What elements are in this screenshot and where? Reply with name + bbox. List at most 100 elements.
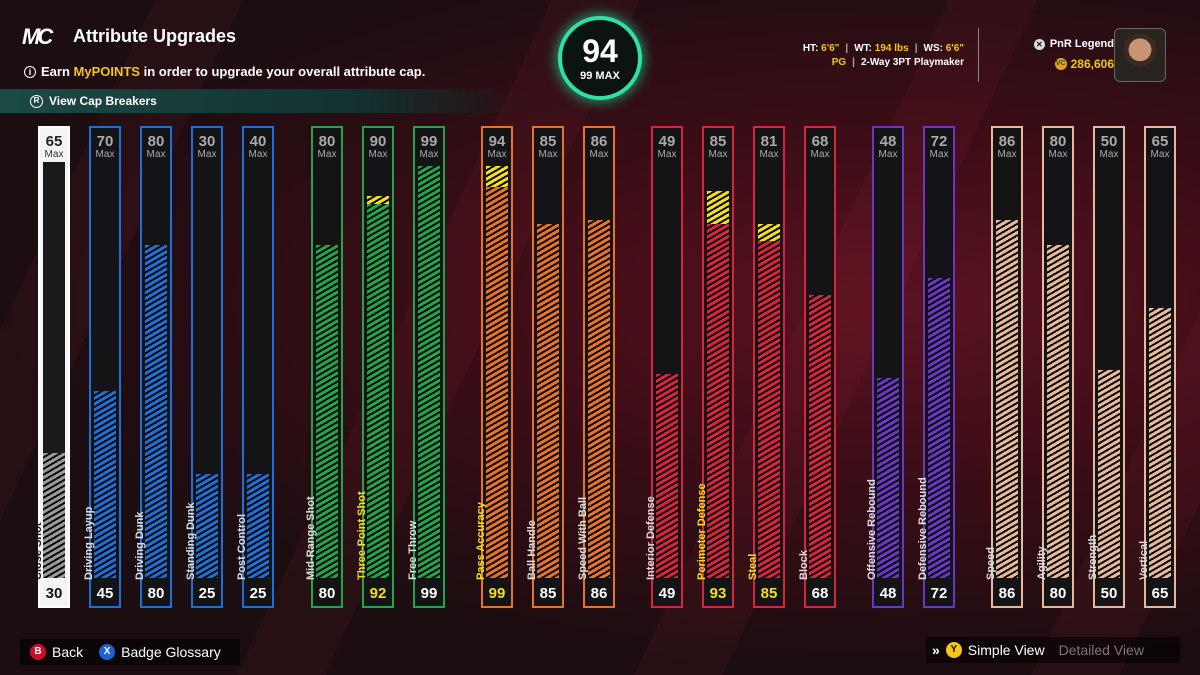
attribute-bar-free-throw[interactable]: 99 Max Free Throw 99 [407, 126, 445, 608]
mypoints-label: MyPOINTS [73, 64, 140, 79]
info-prefix: Earn [41, 64, 74, 79]
attribute-max: 30 Max [197, 133, 217, 160]
player-avatar [1114, 28, 1166, 82]
attribute-current: 99 [420, 585, 438, 602]
double-chevron-icon: » [932, 642, 940, 658]
attribute-max: 40 Max [248, 133, 268, 160]
attribute-fill [996, 220, 1018, 578]
attribute-bar-mid-range-shot[interactable]: 80 Max Mid-Range Shot 80 [305, 126, 343, 608]
attribute-fill [486, 187, 508, 578]
attribute-current: 86 [998, 585, 1016, 602]
attribute-max: 49 Max [657, 133, 677, 160]
ws-value: 6'6" [945, 43, 964, 54]
attribute-fill [928, 278, 950, 578]
attribute-name: Interior Defense [645, 496, 657, 580]
attribute-name: Ball Handle [526, 520, 538, 580]
attribute-name: Defensive Rebound [917, 477, 929, 580]
attribute-fill [1047, 245, 1069, 578]
attribute-name: Speed With Ball [577, 496, 589, 580]
archetype-value: 2-Way 3PT Playmaker [860, 57, 964, 68]
attribute-fill [588, 220, 610, 578]
attribute-name: Speed [985, 546, 997, 580]
attribute-fill [656, 374, 678, 578]
attribute-current: 86 [590, 585, 608, 602]
attribute-current: 85 [760, 585, 778, 602]
attribute-max: 72 Max [929, 133, 949, 160]
attribute-name: Close Shot [32, 522, 44, 580]
attribute-bar-interior-defense[interactable]: 49 Max Interior Defense 49 [645, 126, 683, 608]
attribute-current: 85 [539, 585, 557, 602]
attribute-current: 45 [96, 585, 114, 602]
badge-glossary-button[interactable]: Badge Glossary [121, 644, 221, 660]
attribute-fill [316, 245, 338, 578]
x-button-icon[interactable]: X [99, 644, 116, 660]
attribute-bar-steal[interactable]: 81 Max Steal 85 [747, 126, 785, 608]
attribute-max: 68 Max [810, 133, 830, 160]
attribute-bar-block[interactable]: 68 Max Block 68 [798, 126, 836, 608]
overall-max: 99 MAX [580, 70, 620, 82]
attribute-bar-three-point-shot[interactable]: 90 Max Three-Point Shot 92 [356, 126, 394, 608]
attribute-fill [94, 391, 116, 578]
attribute-bar-post-control[interactable]: 40 Max Post Control 25 [236, 126, 274, 608]
attribute-current: 80 [1049, 585, 1067, 602]
attribute-current: 25 [249, 585, 267, 602]
attribute-bar-driving-layup[interactable]: 70 Max Driving Layup 45 [83, 126, 121, 608]
info-suffix: in order to upgrade your overall attribu… [139, 64, 426, 79]
attribute-bar-pass-accuracy[interactable]: 94 Max Pass Accuracy 99 [475, 126, 513, 608]
attribute-fill [196, 474, 218, 578]
attribute-fill [537, 224, 559, 578]
attribute-bar-standing-dunk[interactable]: 30 Max Standing Dunk 25 [185, 126, 223, 608]
view-cap-breakers-button[interactable]: R View Cap Breakers [0, 89, 520, 113]
attribute-bar-defensive-rebound[interactable]: 72 Max Defensive Rebound 72 [917, 126, 955, 608]
attribute-bar-offensive-rebound[interactable]: 48 Max Offensive Rebound 48 [866, 126, 904, 608]
wt-label: WT: [854, 43, 872, 54]
attribute-fill [758, 241, 780, 578]
attribute-bar-agility[interactable]: 80 Max Agility 80 [1036, 126, 1074, 608]
attribute-current: 80 [318, 585, 336, 602]
wt-value: 194 lbs [874, 43, 909, 54]
attribute-bar-speed-with-ball[interactable]: 86 Max Speed With Ball 86 [577, 126, 615, 608]
attribute-max: 90 Max [368, 133, 388, 160]
vc-balance: 286,606 [1070, 57, 1114, 71]
attribute-max: 80 Max [317, 133, 337, 160]
attribute-name: Offensive Rebound [866, 479, 878, 580]
cap-breakers-label: View Cap Breakers [49, 94, 157, 108]
back-button[interactable]: Back [52, 644, 84, 660]
detailed-view-tab[interactable]: Detailed View [1058, 642, 1144, 658]
attribute-max: 80 Max [1048, 133, 1068, 160]
attribute-name: Pass Accuracy [475, 502, 487, 580]
attribute-bar-ball-handle[interactable]: 85 Max Ball Handle 85 [526, 126, 564, 608]
attribute-max: 70 Max [95, 133, 115, 160]
boost-fill [486, 166, 508, 187]
boost-fill [367, 196, 389, 204]
simple-view-tab[interactable]: Simple View [967, 642, 1045, 658]
attribute-name: Block [798, 550, 810, 580]
player-card: ✕ PnR Legend VC 286,606 [978, 28, 1178, 82]
view-toggle: » Y Simple View Detailed View [926, 637, 1180, 663]
attribute-current: 25 [198, 585, 216, 602]
attribute-current: 93 [709, 585, 727, 602]
attribute-bar-strength[interactable]: 50 Max Strength 50 [1087, 126, 1125, 608]
y-button-icon[interactable]: Y [945, 642, 962, 658]
attribute-fill [809, 295, 831, 578]
attribute-fill [367, 204, 389, 578]
ws-label: WS: [923, 43, 943, 54]
boost-fill [758, 224, 780, 241]
attribute-bar-vertical[interactable]: 65 Max Vertical 65 [1138, 126, 1176, 608]
player-info: HT: 6'6" | WT: 194 lbs | WS: 6'6" PG | 2-Way 3… [802, 43, 964, 68]
attribute-fill [43, 453, 65, 578]
b-button-icon[interactable]: B [30, 644, 46, 660]
attribute-bar-driving-dunk[interactable]: 80 Max Driving Dunk 80 [134, 126, 172, 608]
attribute-bar-perimeter-defense[interactable]: 85 Max Perimeter Defense 93 [696, 126, 734, 608]
attribute-max: 65 Max [1150, 133, 1170, 160]
attribute-current: 80 [147, 585, 165, 602]
ht-value: 6'6" [821, 43, 840, 54]
attribute-name: Post Control [236, 514, 248, 580]
attribute-bar-speed[interactable]: 86 Max Speed 86 [985, 126, 1023, 608]
info-line: i Earn MyPOINTS in order to upgrade your… [24, 64, 425, 79]
attribute-current: 68 [811, 585, 829, 602]
attribute-name: Agility [1036, 546, 1048, 580]
attribute-name: Perimeter Defense [696, 483, 708, 580]
attribute-max: 48 Max [878, 133, 898, 160]
attribute-bar-close-shot[interactable]: 65 Max Close Shot 30 [32, 126, 70, 608]
